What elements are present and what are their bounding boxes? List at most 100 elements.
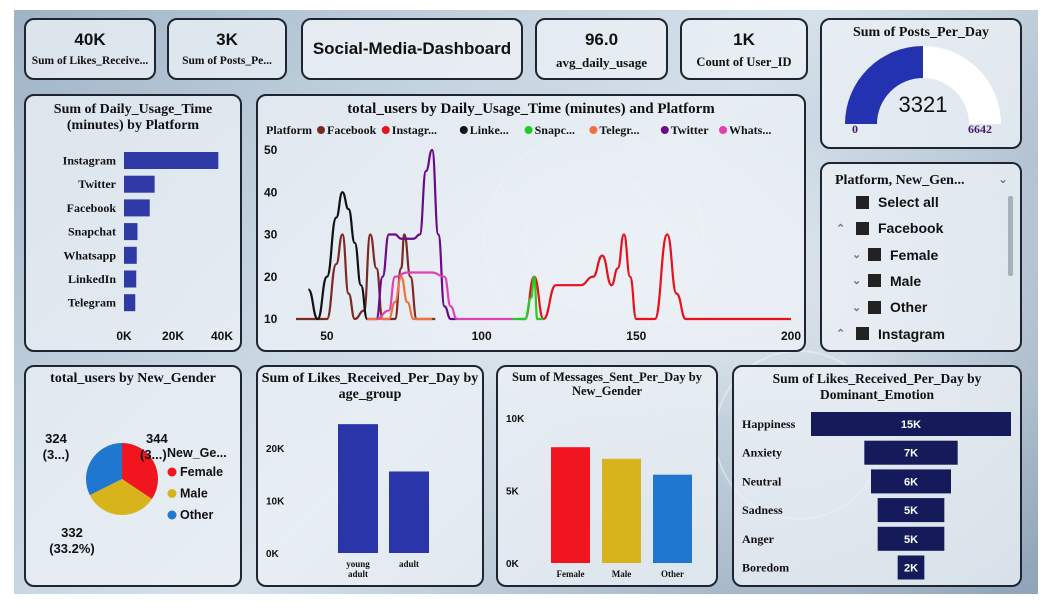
slicer-item-label: Male bbox=[890, 272, 922, 289]
data-label: 5K bbox=[904, 505, 918, 517]
slicer-item-label: Female bbox=[890, 246, 939, 263]
slicer-scrollbar[interactable] bbox=[1008, 196, 1013, 276]
slicer-item[interactable]: ⌄ Female bbox=[852, 247, 938, 263]
chart-title: Sum of Daily_Usage_Time (minutes) by Pla… bbox=[53, 102, 213, 133]
legend-marker bbox=[660, 126, 669, 134]
users-by-gender-card[interactable]: total_users by New_Gender 344 (3...) 332 (3… bbox=[24, 365, 242, 587]
kpi-users-card[interactable]: 1K Count of User_ID bbox=[680, 18, 808, 80]
x-tick-label: 150 bbox=[626, 329, 646, 343]
chevron-up-icon[interactable]: ⌃ bbox=[836, 328, 846, 340]
checkbox[interactable] bbox=[856, 221, 869, 235]
legend-marker bbox=[589, 126, 598, 134]
data-label: 7K bbox=[904, 448, 918, 460]
category-label: Sadness bbox=[742, 503, 783, 517]
chevron-down-icon[interactable]: ⌄ bbox=[852, 275, 862, 288]
checkbox[interactable] bbox=[856, 327, 869, 340]
kpi-usage-card[interactable]: 96.0 avg_daily_usage bbox=[535, 18, 668, 80]
legend-label: Facebook bbox=[327, 123, 377, 137]
x-tick-label: 0K bbox=[116, 329, 132, 343]
category-label: Whatsapp bbox=[63, 248, 116, 262]
series-line bbox=[307, 191, 377, 321]
category-label: Female bbox=[557, 569, 585, 579]
messages-by-gender-chart: 0K 5K 10K Female Male Other bbox=[506, 414, 692, 579]
bar bbox=[124, 223, 138, 241]
gauge-chart: 3321 0 6642 bbox=[845, 46, 1001, 136]
legend-marker bbox=[381, 126, 390, 134]
y-tick-label: 10 bbox=[264, 312, 278, 326]
category-label: Happiness bbox=[742, 417, 796, 431]
slice-percent-label: (3...) bbox=[140, 447, 167, 462]
bar bbox=[338, 424, 378, 553]
y-tick-label: 0K bbox=[266, 549, 280, 560]
chart-title: Sum of Likes_Received_Per_Day by age_gro… bbox=[261, 371, 479, 402]
bar bbox=[811, 412, 1011, 436]
bar bbox=[124, 270, 137, 288]
checkbox[interactable] bbox=[868, 248, 881, 262]
legend-marker bbox=[167, 489, 177, 498]
series-line bbox=[296, 233, 436, 321]
slicer-item[interactable]: ⌄ Other bbox=[852, 299, 927, 315]
chart-title: Sum of Messages_Sent_Per_Day by New_Gend… bbox=[512, 370, 702, 398]
checkbox[interactable] bbox=[868, 274, 881, 288]
slicer-item[interactable]: ⌄ Male bbox=[852, 273, 921, 289]
slicer-item[interactable]: ⌃ Facebook bbox=[836, 220, 943, 236]
bar bbox=[124, 152, 219, 169]
category-label: adult bbox=[348, 569, 368, 579]
chevron-down-icon[interactable]: ⌄ bbox=[998, 172, 1009, 186]
category-label: young bbox=[346, 559, 370, 569]
legend-marker bbox=[719, 126, 727, 134]
legend-label: Instagr... bbox=[392, 123, 437, 137]
kpi-label: avg_daily_usage bbox=[555, 55, 647, 70]
legend-label: Twitter bbox=[671, 123, 709, 137]
series-line bbox=[375, 148, 457, 321]
likes-by-emotion-card[interactable]: Sum of Likes_Received_Per_Day by Dominan… bbox=[732, 365, 1022, 587]
slice-percent-label: (3...) bbox=[43, 447, 70, 462]
pie-slice bbox=[86, 443, 122, 496]
messages-by-gender-card[interactable]: Sum of Messages_Sent_Per_Day by New_Gend… bbox=[496, 365, 718, 587]
slicer-item[interactable]: Select all bbox=[856, 194, 939, 210]
y-tick-label: 5K bbox=[506, 487, 520, 498]
chevron-up-icon[interactable]: ⌃ bbox=[836, 222, 846, 235]
gauge-value: 3321 bbox=[899, 92, 948, 117]
checkbox[interactable] bbox=[856, 195, 869, 209]
series-line bbox=[367, 275, 433, 321]
bar bbox=[877, 526, 945, 551]
category-label: Anxiety bbox=[742, 446, 782, 460]
category-label: adult bbox=[399, 559, 419, 569]
dashboard-title-card: Social-Media-Dashboard bbox=[301, 18, 523, 80]
bar bbox=[124, 294, 136, 312]
gauge-card[interactable]: Sum of Posts_Per_Day 3321 0 6642 bbox=[820, 18, 1022, 149]
legend-marker bbox=[459, 126, 468, 134]
legend-label: Linke... bbox=[470, 123, 509, 137]
series-line bbox=[512, 275, 544, 321]
category-label: LinkedIn bbox=[68, 272, 116, 286]
platform-gender-slicer[interactable]: Platform, New_Gen... ⌄ Select all ⌃ Facebo… bbox=[820, 162, 1022, 352]
legend-label: Female bbox=[180, 465, 223, 479]
chevron-down-icon[interactable]: ⌄ bbox=[852, 301, 862, 314]
kpi-posts-card[interactable]: 3K Sum of Posts_Pe... bbox=[167, 18, 287, 80]
y-tick-label: 20K bbox=[266, 444, 285, 455]
chart-title: Sum of Likes_Received_Per_Day by Dominan… bbox=[772, 371, 982, 402]
x-tick-label: 200 bbox=[781, 329, 801, 343]
likes-by-age-card[interactable]: Sum of Likes_Received_Per_Day by age_gro… bbox=[256, 365, 484, 587]
y-tick-label: 20 bbox=[264, 270, 278, 284]
slicer-item[interactable]: ⌃ Instagram bbox=[836, 326, 945, 342]
kpi-likes-card[interactable]: 40K Sum of Likes_Receive... bbox=[24, 18, 156, 80]
category-label: Anger bbox=[742, 532, 775, 546]
users-by-usage-card[interactable]: total_users by Daily_Usage_Time (minutes… bbox=[256, 94, 806, 352]
legend-title: Platform bbox=[266, 123, 312, 137]
legend-label: Male bbox=[180, 487, 208, 501]
slice-percent-label: (33.2%) bbox=[49, 541, 95, 556]
category-label: Twitter bbox=[78, 177, 116, 191]
series-line bbox=[518, 233, 791, 321]
gauge-min: 0 bbox=[852, 122, 858, 136]
category-label: Instagram bbox=[63, 154, 116, 168]
slicer-item-label: Other bbox=[890, 299, 928, 316]
slice-value-label: 344 bbox=[146, 431, 168, 446]
chevron-down-icon[interactable]: ⌄ bbox=[852, 249, 862, 262]
checkbox[interactable] bbox=[868, 300, 881, 314]
usage-by-platform-card[interactable]: Sum of Daily_Usage_Time (minutes) by Pla… bbox=[24, 94, 242, 352]
y-tick-label: 0K bbox=[506, 559, 520, 570]
bar bbox=[124, 246, 137, 264]
